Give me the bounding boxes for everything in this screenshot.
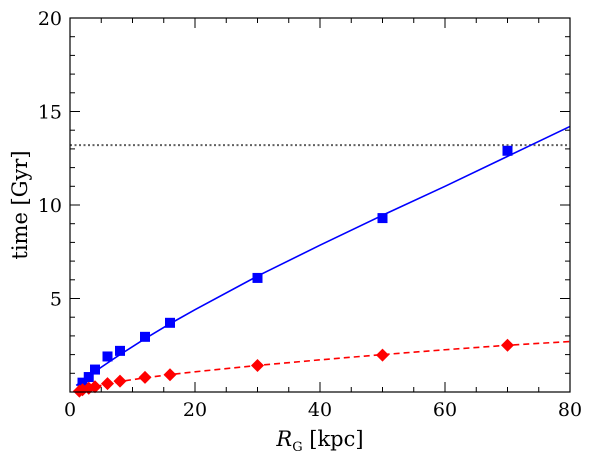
data-point-square: [83, 372, 94, 383]
data-point-square: [502, 145, 513, 156]
data-point-square: [140, 331, 150, 342]
data-point-square: [90, 364, 100, 375]
plot-frame: [69, 17, 571, 393]
data-point-diamond: [88, 380, 102, 394]
x-tick-label: 80: [558, 399, 582, 421]
y-tick-label: 5: [50, 289, 62, 311]
series-2-fit-line: [76, 340, 571, 393]
data-point-diamond: [163, 368, 177, 382]
data-point-square: [252, 272, 263, 283]
data-point-diamond: [501, 338, 514, 352]
x-axis-label: RG [kpc]: [275, 427, 363, 455]
y-axis-label: time [Gyr]: [8, 150, 32, 259]
y-tick-label: 15: [38, 102, 62, 124]
x-tick-label: 0: [64, 399, 76, 421]
x-axis-label-symbol: R: [275, 427, 292, 451]
x-axis-label-subscript: G: [292, 440, 302, 455]
data-point-square: [102, 351, 113, 362]
tick-labels: 0 20 40 60 80 5 10 15 20: [38, 8, 582, 421]
series-1: [75, 125, 571, 388]
y-tick-label: 20: [38, 8, 62, 30]
data-point-diamond: [113, 374, 127, 388]
series-layer: [72, 125, 571, 398]
data-point-diamond: [138, 370, 152, 384]
data-point-diamond: [251, 358, 264, 372]
x-tick-label: 20: [183, 399, 207, 421]
data-point-square: [165, 317, 175, 328]
data-point-diamond: [101, 377, 114, 391]
data-point-square: [377, 213, 388, 224]
data-point-square: [115, 345, 125, 356]
x-tick-label: 60: [433, 399, 457, 421]
data-point-square: [77, 377, 88, 388]
x-axis-label-unit: [kpc]: [303, 427, 364, 451]
series-2: [72, 338, 571, 398]
y-tick-label: 10: [38, 195, 62, 217]
data-point-diamond: [376, 348, 389, 362]
x-tick-label: 40: [308, 399, 332, 421]
